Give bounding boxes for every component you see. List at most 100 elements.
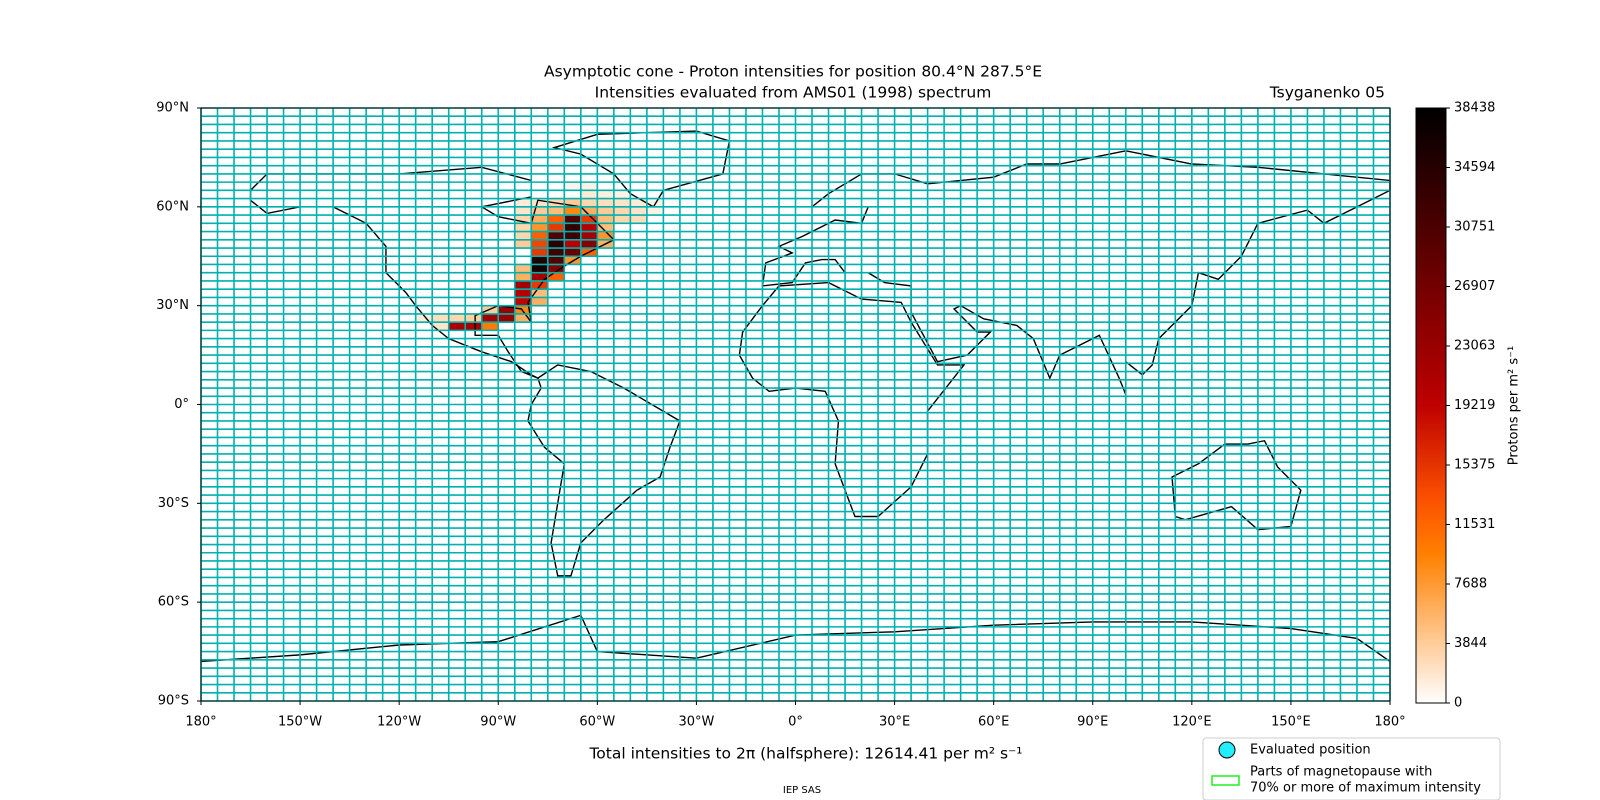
colorbar (1415, 107, 1447, 704)
intensity-cell (531, 215, 548, 224)
x-tick-label: 150°E (1271, 715, 1311, 730)
intensity-cell (547, 206, 565, 216)
colorbar-tick-label: 3844 (1454, 636, 1487, 651)
intensity-cell (530, 263, 549, 274)
x-tick-label: 30°W (678, 715, 714, 730)
intensity-cell (415, 313, 433, 323)
colorbar-label: Protons per m² s⁻¹ (1507, 346, 1522, 465)
legend-magnetopause-marker (1211, 775, 1240, 786)
intensity-cell (646, 198, 664, 207)
y-tick-label: 30°S (158, 496, 189, 511)
intensity-cell (531, 248, 548, 257)
intensity-cell (531, 198, 548, 207)
intensity-cell (563, 231, 582, 241)
colorbar-tick-label: 26907 (1454, 279, 1495, 294)
intensity-cell (530, 272, 549, 282)
intensity-cell (597, 231, 614, 240)
colorbar-tick-label: 19219 (1454, 398, 1495, 413)
total-intensity: Total intensities to 2π (halfsphere): 12… (588, 745, 1022, 763)
cell-grid (200, 107, 1391, 702)
intensity-cell (514, 206, 532, 216)
intensity-cell (547, 272, 565, 281)
intensity-cell (580, 206, 598, 216)
intensity-cell (613, 198, 631, 207)
y-tick-label: 60°N (156, 199, 189, 214)
x-tick-label: 120°E (1172, 715, 1212, 730)
y-tick-label: 90°N (156, 101, 189, 116)
intensity-cell (514, 280, 532, 290)
intensity-cell (432, 322, 449, 331)
intensity-cell (531, 297, 548, 306)
legend-position: Evaluated position (1250, 743, 1371, 758)
intensity-cell (514, 264, 532, 273)
subtitle: Intensities evaluated from AMS01 (1998) … (595, 84, 992, 102)
intensity-cell (481, 313, 499, 323)
legend-box (1202, 737, 1501, 800)
intensity-cell (563, 239, 582, 249)
intensity-cell (514, 272, 532, 281)
intensity-cell (514, 198, 532, 207)
y-tick-label: 0° (174, 397, 189, 412)
x-tick-label: 60°E (978, 715, 1009, 730)
intensity-cell (547, 239, 565, 249)
intensity-cell (514, 231, 532, 240)
intensity-cell (630, 198, 647, 207)
intensity-cell (630, 206, 647, 216)
intensity-cell (613, 215, 631, 224)
intensity-cell (481, 322, 499, 331)
model-label: Tsyganenko 05 (1269, 84, 1385, 102)
intensity-cell (547, 223, 565, 232)
intensity-cell (432, 313, 449, 323)
intensity-cell (514, 288, 532, 298)
intensity-cell (531, 289, 548, 298)
intensity-cell (547, 231, 565, 241)
colorbar-tick-label: 30751 (1454, 219, 1495, 234)
intensity-cell (564, 256, 581, 265)
y-tick-label: 30°N (156, 298, 189, 313)
colorbar-tick-label: 38438 (1454, 101, 1495, 116)
intensity-cell (514, 223, 532, 232)
legend-position-marker (1218, 741, 1236, 759)
intensity-cell (564, 198, 581, 207)
intensity-cell (547, 215, 565, 224)
intensity-cell (564, 182, 581, 191)
intensity-cell (531, 231, 548, 240)
colorbar-tick-label: 34594 (1454, 160, 1495, 175)
coastline (249, 166, 616, 379)
x-tick-label: 180° (1374, 715, 1405, 730)
colorbar-tick-label: 11531 (1454, 517, 1495, 532)
colorbar-tick-label: 7688 (1454, 576, 1487, 591)
intensity-cell (597, 206, 614, 216)
intensity-cell (563, 222, 582, 233)
legend-magnetopause: Parts of magnetopause with (1250, 765, 1432, 780)
intensity-cell (580, 190, 598, 199)
intensity-cell (514, 239, 532, 249)
intensity-cell (497, 313, 516, 323)
colorbar-tick-label: 0 (1454, 696, 1462, 711)
intensity-cell (580, 231, 598, 241)
colorbar-tick-label: 23063 (1454, 338, 1495, 353)
legend-magnetopause: 70% or more of maximum intensity (1250, 781, 1481, 796)
colorbar-tick-label: 15375 (1454, 458, 1495, 473)
intensity-cell (547, 255, 565, 265)
intensity-cell (646, 206, 664, 216)
intensity-cell (563, 214, 582, 224)
y-tick-label: 90°S (158, 694, 189, 709)
intensity-cell (580, 239, 598, 249)
intensity-cell (530, 255, 549, 265)
intensity-cell (564, 206, 581, 216)
x-tick-label: 90°W (480, 715, 516, 730)
intensity-cell (531, 223, 548, 232)
intensity-cell (514, 305, 532, 314)
x-tick-label: 150°W (278, 715, 322, 730)
intensity-cell (580, 198, 598, 207)
x-tick-label: 180° (185, 715, 216, 730)
x-tick-label: 60°W (579, 715, 615, 730)
intensity-cell (597, 215, 614, 224)
intensity-cell (613, 190, 631, 199)
intensity-cell (464, 321, 483, 331)
intensity-cell (580, 215, 598, 224)
x-tick-label: 90°E (1077, 715, 1108, 730)
intensity-cell (531, 206, 548, 216)
x-tick-label: 120°W (377, 715, 421, 730)
